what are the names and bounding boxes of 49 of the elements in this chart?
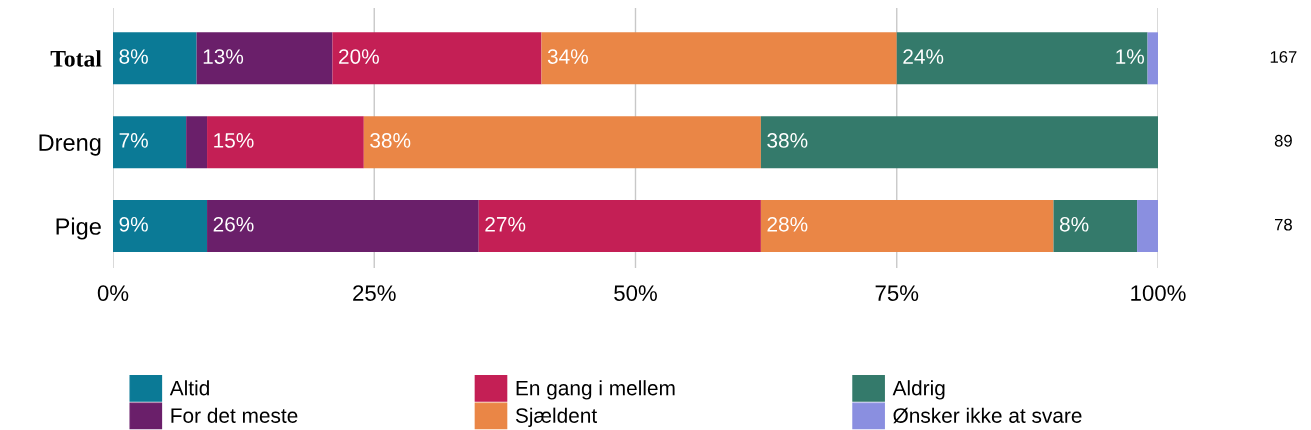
bar: [207, 200, 479, 253]
bar: [1137, 200, 1158, 253]
data-label: 7%: [119, 133, 148, 148]
text: 78: [1274, 218, 1292, 231]
bar: [196, 32, 333, 85]
bar: [1053, 200, 1138, 253]
bar: [332, 32, 542, 85]
data-label: 34%: [547, 49, 588, 64]
data-label: 27%: [485, 216, 526, 232]
data-label: 1%: [1116, 49, 1145, 64]
data-label: 15%: [214, 133, 254, 148]
y-tick-label: Dreng: [39, 134, 101, 156]
x-tick-label: 75%: [875, 285, 919, 301]
legend-label: En gang i mellem: [516, 380, 675, 400]
bar: [478, 200, 761, 253]
data-label: 24%: [903, 49, 944, 64]
bar: [113, 116, 187, 169]
legend-label: Aldrig: [892, 380, 945, 400]
data-label: 13%: [203, 49, 244, 64]
bar: [760, 200, 1054, 253]
x-tick-label: 0%: [97, 285, 129, 301]
text: 89: [1274, 134, 1292, 147]
bar: [186, 116, 208, 169]
x-tick-label: 50%: [614, 285, 657, 301]
data-label: 26%: [213, 216, 254, 232]
y-tick-label: Total: [50, 50, 102, 67]
bar: [113, 32, 197, 85]
legend-label: For det meste: [171, 407, 298, 423]
data-label: 20%: [339, 49, 379, 64]
data-label: 28%: [767, 216, 808, 232]
data-label: 8%: [1059, 216, 1089, 232]
text: 167: [1270, 50, 1297, 63]
bar: [207, 116, 364, 169]
data-label: 38%: [767, 133, 808, 148]
bar: [896, 32, 1148, 85]
y-tick-label: Pige: [56, 217, 101, 240]
data-label: 9%: [119, 216, 148, 232]
legend-label: Altid: [169, 380, 209, 396]
data-label: 38%: [370, 133, 411, 148]
legend-label: Ønsker ikke at svare: [893, 407, 1082, 424]
legend-label: Sjældent: [515, 407, 598, 428]
x-tick-label: 25%: [353, 285, 396, 301]
bar: [1147, 32, 1158, 85]
bar: [363, 116, 761, 169]
bar: [113, 200, 208, 253]
x-tick-label: 100%: [1131, 285, 1186, 301]
bar: [760, 116, 1158, 169]
data-label: 8%: [119, 49, 148, 64]
bar: [541, 32, 897, 85]
